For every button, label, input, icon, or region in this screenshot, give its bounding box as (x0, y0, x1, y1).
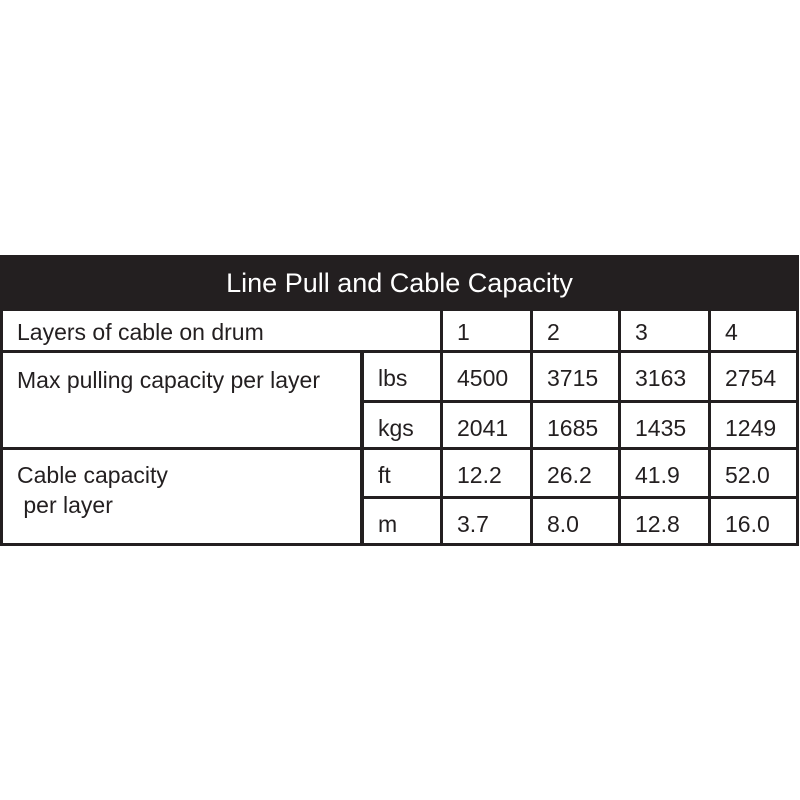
layer-header-2: 2 (533, 311, 618, 350)
value-cell-text: 16.0 (725, 511, 770, 537)
value-cell: 2754 (711, 353, 796, 400)
layer-header-2-text: 2 (547, 319, 560, 345)
unit-cell-text: lbs (378, 365, 408, 391)
unit-cell: ft (364, 450, 440, 496)
unit-cell: lbs (364, 353, 440, 400)
value-cell-text: 3163 (635, 365, 687, 391)
value-cell: 3.7 (443, 499, 530, 543)
value-cell-text: 3715 (547, 365, 599, 391)
unit-cell: kgs (364, 403, 440, 447)
value-cell: 3715 (533, 353, 618, 400)
value-cell-text: 26.2 (547, 462, 592, 488)
layer-header-1: 1 (443, 311, 530, 350)
value-cell-text: 2754 (725, 365, 777, 391)
unit-cell: m (364, 499, 440, 543)
value-cell: 4500 (443, 353, 530, 400)
value-cell: 3163 (621, 353, 708, 400)
value-cell-text: 52.0 (725, 462, 770, 488)
layers-label-text: Layers of cable on drum (17, 319, 264, 345)
value-cell: 2041 (443, 403, 530, 447)
layer-header-3: 3 (621, 311, 708, 350)
value-cell: 52.0 (711, 450, 796, 496)
unit-cell-text: ft (378, 462, 391, 488)
value-cell-text: 8.0 (547, 511, 579, 537)
unit-cell-text: kgs (378, 415, 414, 441)
value-cell-text: 1435 (635, 415, 687, 441)
layer-header-3-text: 3 (635, 319, 648, 345)
value-cell-text: 2041 (457, 415, 509, 441)
value-cell: 12.8 (621, 499, 708, 543)
table-title: Line Pull and Cable Capacity (226, 268, 573, 298)
value-cell-text: 1249 (725, 415, 777, 441)
value-cell-text: 41.9 (635, 462, 680, 488)
value-cell-text: 3.7 (457, 511, 489, 537)
value-cell: 16.0 (711, 499, 796, 543)
layer-header-4: 4 (711, 311, 796, 350)
value-cell-text: 4500 (457, 365, 509, 391)
layer-header-1-text: 1 (457, 319, 470, 345)
pull-label: Max pulling capacity per layer (3, 353, 360, 447)
layer-header-4-text: 4 (725, 319, 738, 345)
value-cell: 26.2 (533, 450, 618, 496)
layers-label: Layers of cable on drum (3, 311, 440, 350)
value-cell: 12.2 (443, 450, 530, 496)
line-pull-table: Line Pull and Cable Capacity Layers of c… (0, 255, 799, 546)
cable-label: Cable capacity per layer (3, 450, 360, 543)
value-cell-text: 1685 (547, 415, 599, 441)
value-cell-text: 12.8 (635, 511, 680, 537)
value-cell-text: 12.2 (457, 462, 502, 488)
value-cell: 1685 (533, 403, 618, 447)
cable-label-line: per layer (17, 492, 113, 518)
unit-cell-text: m (378, 511, 398, 537)
value-cell: 1249 (711, 403, 796, 447)
value-cell: 8.0 (533, 499, 618, 543)
value-cell: 1435 (621, 403, 708, 447)
pull-label-text: Max pulling capacity per layer (17, 367, 320, 393)
cable-label-line: Cable capacity (17, 462, 168, 488)
value-cell: 41.9 (621, 450, 708, 496)
